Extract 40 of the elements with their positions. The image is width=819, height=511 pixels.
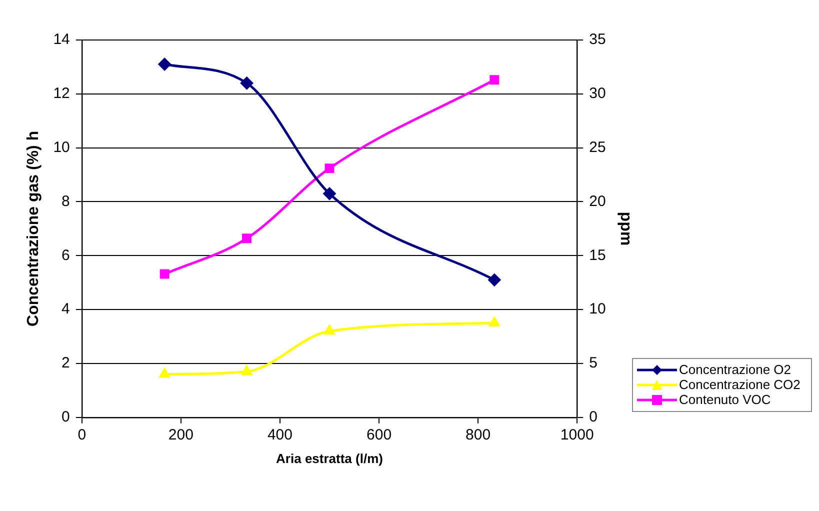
point (324, 324, 336, 335)
point (324, 164, 334, 174)
y-tick-label: 8 (62, 192, 70, 210)
x-tick-label: 800 (466, 426, 491, 444)
x-axis-title: Aria estratta (l/m) (276, 450, 383, 466)
legend-label: Concentrazione O2 (679, 362, 792, 377)
point (488, 316, 500, 327)
y2-tick-label: 35 (589, 31, 606, 48)
y2-tick-label: 20 (589, 192, 606, 210)
y2-tick-label: 10 (589, 300, 606, 318)
y2-tick-label: 5 (589, 354, 598, 372)
point (158, 58, 172, 71)
point (490, 75, 500, 85)
y2-axis-title: ppm (616, 212, 634, 246)
x-tick-label: 0 (78, 426, 86, 444)
x-tick-label: 200 (168, 426, 194, 444)
y2-tick-label: 15 (589, 246, 606, 264)
x-tick-label: 600 (366, 426, 392, 444)
y2-tick-label: 0 (589, 408, 598, 426)
y-tick-label: 4 (62, 300, 70, 318)
y-tick-label: 12 (53, 85, 70, 102)
point (160, 269, 170, 279)
y2-tick-label: 30 (589, 85, 606, 102)
y-axis-title: Concentrazione gas (%) h (25, 130, 42, 326)
y2-tick-label: 25 (589, 138, 606, 156)
y-tick-label: 6 (62, 246, 70, 264)
x-tick-label: 1000 (560, 426, 594, 444)
point (323, 187, 336, 200)
legend-label: Concentrazione CO2 (679, 377, 800, 392)
y-tick-label: 2 (62, 354, 70, 372)
point (241, 365, 252, 376)
y-tick-label: 10 (53, 138, 70, 156)
y-tick-label: 0 (62, 408, 70, 426)
point (158, 368, 170, 378)
y-tick-label: 14 (53, 31, 70, 48)
point (240, 76, 254, 90)
x-tick-label: 400 (267, 426, 292, 444)
point (242, 234, 252, 244)
legend-label: Contenuto VOC (679, 392, 771, 407)
point (488, 273, 501, 286)
